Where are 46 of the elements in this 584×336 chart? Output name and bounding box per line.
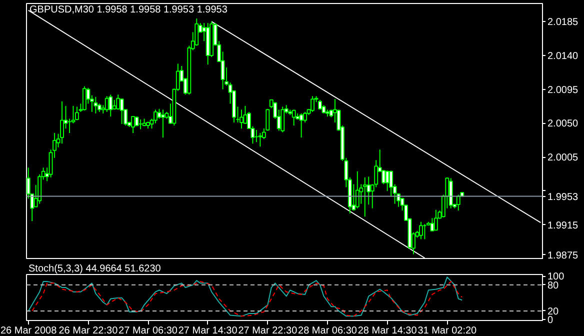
candlestick	[430, 218, 434, 232]
y-tick-label: 2.0050	[548, 118, 579, 130]
ref-line-label: 1.9953	[548, 192, 579, 203]
candlestick	[240, 109, 244, 129]
x-tick-label: 27 Mar 06:30	[118, 326, 178, 336]
candlestick	[74, 106, 79, 121]
candlestick	[120, 98, 124, 124]
candlestick	[82, 86, 86, 111]
x-tick-label: 28 Mar 14:30	[358, 326, 418, 336]
x-tick-label: 28 Mar 06:30	[298, 326, 358, 336]
x-tick-label: 31 Mar 02:20	[418, 326, 478, 336]
y-tick-label: 2.0185	[548, 17, 579, 28]
candlestick	[422, 224, 427, 240]
x-tick-label: 27 Mar 22:30	[238, 326, 298, 336]
candlestick	[131, 116, 136, 134]
y-tick-label: 2.0140	[548, 50, 579, 62]
y-tick-label: 0	[548, 315, 554, 326]
candlestick	[355, 170, 360, 209]
candlestick	[194, 18, 199, 46]
chart-title: Stoch(5,3,3) 44.9664 51.6230	[28, 264, 162, 274]
y-tick-label: 1.9875	[548, 250, 579, 262]
candlestick	[138, 118, 143, 130]
candlestick	[94, 96, 98, 114]
y-tick-label: 20	[548, 306, 560, 318]
candlestick	[68, 118, 72, 134]
y-tick-label: 1.9915	[548, 220, 579, 232]
candlestick	[434, 209, 438, 231]
candlestick	[362, 176, 367, 218]
y-tick-label: 2.0095	[548, 84, 579, 96]
candlestick	[116, 94, 120, 110]
x-tick-label: 26 Mar 22:30	[58, 326, 118, 336]
candlestick	[418, 221, 423, 240]
candlestick	[160, 109, 165, 138]
candlestick	[108, 94, 113, 117]
candlestick	[254, 129, 258, 143]
x-tick-label: 26 Mar 2008	[0, 326, 58, 336]
y-tick-label: 2.0005	[548, 152, 579, 164]
candlestick	[292, 109, 296, 126]
y-tick-label: 80	[548, 280, 560, 292]
candlestick	[310, 96, 315, 112]
candlestick	[280, 106, 285, 133]
y-tick-label: 100	[548, 272, 565, 283]
x-tick-label: 27 Mar 14:30	[178, 326, 238, 336]
candlestick	[258, 132, 262, 148]
chart-title: GBPUSD,M30 1.9958 1.9958 1.9953 1.9953	[30, 4, 228, 16]
candlestick	[60, 100, 64, 144]
